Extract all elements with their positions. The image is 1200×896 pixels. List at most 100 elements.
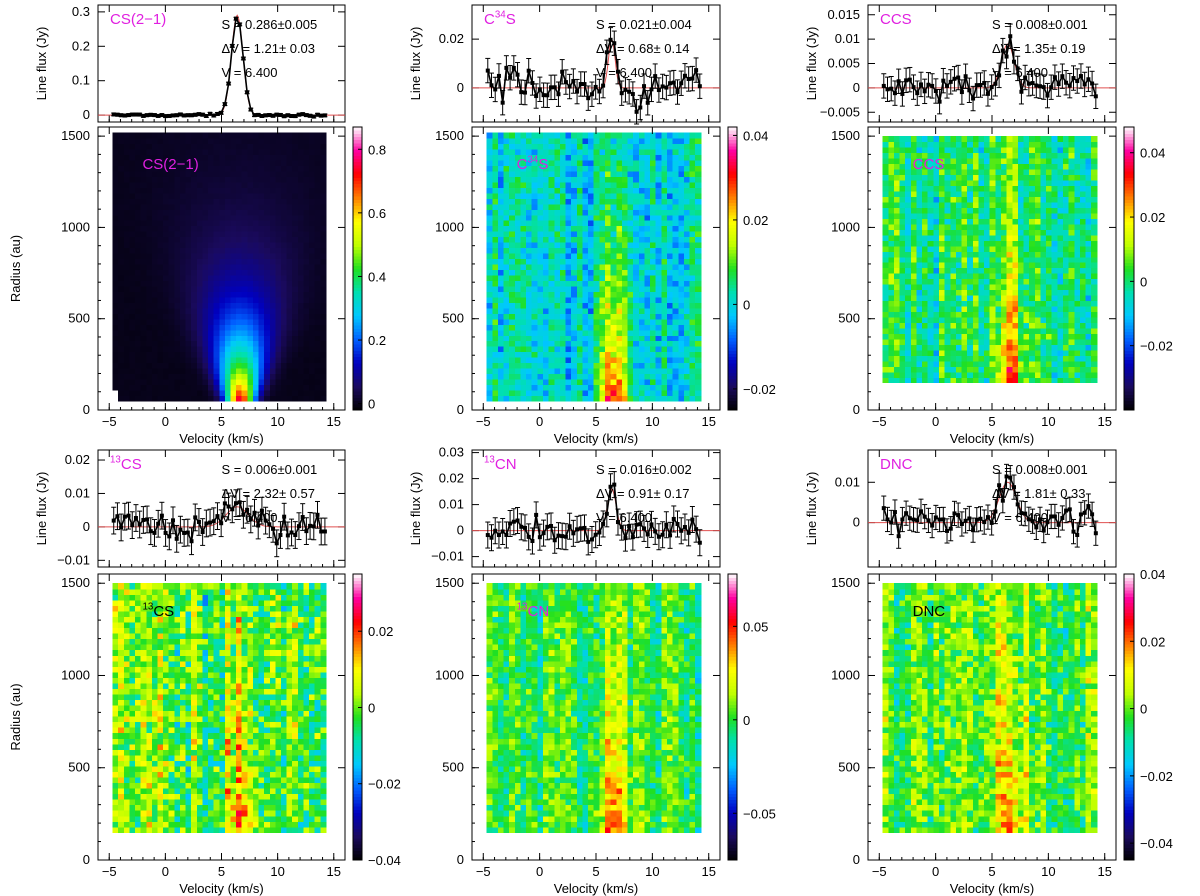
map-cell (621, 236, 629, 243)
map-cell (118, 384, 125, 391)
map-cell (112, 384, 119, 391)
map-cell (543, 280, 550, 287)
map-cell (588, 346, 595, 353)
map-cell (208, 373, 215, 380)
map-cell (486, 258, 493, 265)
map-cell (520, 225, 527, 232)
map-cell (497, 329, 505, 336)
map-cell (309, 302, 316, 309)
map-cell (157, 324, 164, 331)
map-cell (514, 181, 521, 188)
map-cell (509, 313, 516, 320)
map-cell (236, 132, 243, 139)
map-cell (230, 242, 237, 249)
map-cell (514, 296, 521, 303)
map-cell (554, 379, 561, 386)
map-cell (157, 384, 164, 391)
map-cell (593, 285, 600, 292)
colorbar-segment (353, 362, 362, 367)
map-cell (286, 296, 293, 303)
map-cell (526, 384, 533, 391)
map-cell (292, 214, 299, 221)
map-cell (252, 138, 260, 145)
map-cell (503, 154, 510, 161)
map-cell (297, 395, 304, 402)
map-cell (531, 176, 538, 183)
map-cell (191, 198, 198, 205)
map-cell (129, 384, 136, 391)
map-cell (135, 395, 142, 402)
map-cell (554, 154, 561, 161)
map-cell (264, 170, 271, 177)
map-cell (543, 368, 550, 375)
map-cell (202, 307, 209, 314)
map-cell (559, 192, 567, 199)
colorbar-segment (353, 149, 362, 153)
map-cell (264, 198, 271, 205)
map-cell (554, 138, 561, 145)
map-cell (252, 236, 260, 243)
map-cell (537, 165, 544, 172)
colorbar-segment (353, 255, 362, 260)
map-cell (543, 285, 550, 292)
map-cell (196, 324, 203, 331)
map-cell (605, 187, 612, 194)
map-cell (503, 220, 510, 227)
map-cell (213, 313, 220, 320)
map-cell (281, 187, 288, 194)
colorbar-segment (353, 152, 362, 156)
y-tick-label: 0.01 (439, 497, 464, 512)
map-cell (247, 384, 254, 391)
map-cell (258, 324, 265, 331)
map-cell (247, 274, 254, 281)
map-cell (559, 379, 567, 386)
map-cell (582, 242, 589, 249)
map-cell (185, 236, 192, 243)
map-cell (269, 313, 276, 320)
map-cell (526, 324, 533, 331)
map-cell (314, 269, 321, 276)
map-cell (520, 187, 527, 194)
map-cell (320, 209, 327, 216)
map-cell (196, 170, 203, 177)
map-cell (174, 148, 181, 155)
map-cell (559, 253, 567, 260)
map-cell (157, 269, 164, 276)
map-cell (174, 296, 181, 303)
map-cell (297, 181, 304, 188)
map-cell (202, 159, 209, 166)
map-cell (151, 296, 159, 303)
map-cell (605, 138, 612, 145)
map-cell (202, 373, 209, 380)
map-cell (151, 291, 159, 298)
map-cell (269, 159, 276, 166)
map-cell (593, 335, 600, 342)
map-cell (202, 340, 209, 347)
map-cell (123, 263, 130, 270)
map-cell (571, 220, 578, 227)
map-cell (168, 209, 175, 216)
map-cell (571, 379, 578, 386)
map-cell (486, 335, 493, 342)
map-cell (123, 368, 130, 375)
map-cell (118, 148, 125, 155)
map-cell (118, 192, 125, 199)
map-cell (264, 181, 271, 188)
map-cell (208, 285, 215, 292)
map-cell (565, 296, 572, 303)
map-cell (202, 324, 209, 331)
colorbar-segment (353, 265, 362, 270)
y-tick-label: 0.005 (827, 56, 860, 71)
map-cell (230, 138, 237, 145)
map-cell (168, 165, 175, 172)
map-cell (174, 318, 181, 325)
map-cell (486, 313, 493, 320)
map-cell (146, 389, 153, 396)
map-cell (230, 176, 237, 183)
map-cell (219, 154, 226, 161)
map-cell (196, 389, 203, 396)
map-cell (621, 368, 629, 375)
